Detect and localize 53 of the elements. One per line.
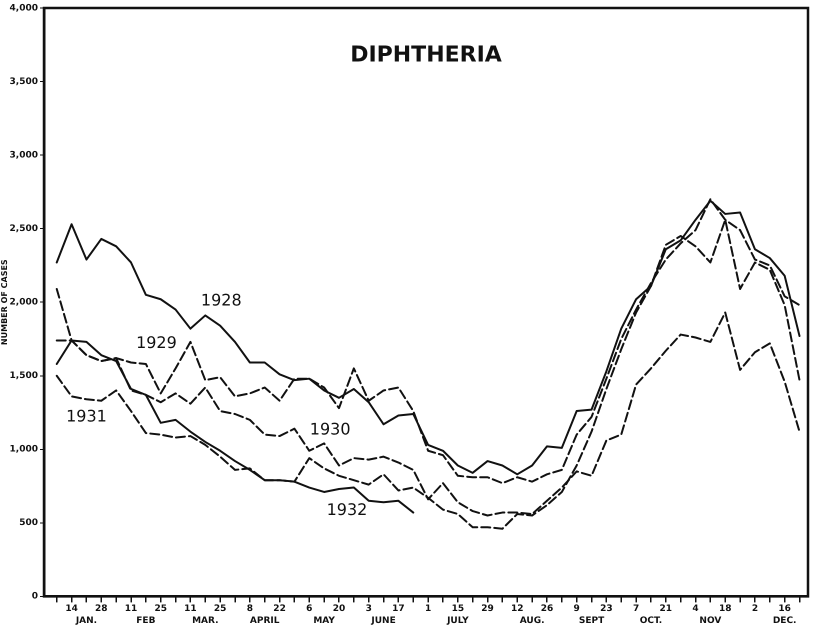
x-tick-label: 21 bbox=[660, 604, 672, 614]
y-tick-label: 2,000 bbox=[10, 298, 38, 308]
y-tick-label: 4,000 bbox=[10, 3, 38, 14]
x2-tick-label: AUG. bbox=[520, 616, 545, 626]
x-tick-label: 17 bbox=[392, 604, 405, 614]
x2-tick-label: JULY bbox=[446, 616, 470, 626]
x-tick-label: 22 bbox=[273, 604, 286, 614]
x-tick-label: 11 bbox=[124, 604, 138, 614]
y-tick-label: 1,500 bbox=[10, 371, 38, 382]
x-tick-label: 14 bbox=[65, 604, 78, 614]
x2-tick-label: DEC. bbox=[772, 616, 796, 626]
text: DIPHTHERIA bbox=[350, 42, 502, 68]
x-tick-label: 3 bbox=[366, 604, 372, 614]
series-label: 1930 bbox=[310, 420, 350, 439]
x-tick-label: 7 bbox=[632, 604, 640, 614]
y-tick-label: 2,500 bbox=[10, 224, 38, 234]
y-tick-label: 1,000 bbox=[10, 444, 38, 455]
x-tick-label: 16 bbox=[778, 604, 791, 614]
x-tick-label: 11 bbox=[184, 604, 197, 614]
x-tick-label: 28 bbox=[95, 604, 108, 614]
x-tick-label: 20 bbox=[332, 604, 346, 614]
x-tick-label: 2 bbox=[752, 604, 758, 614]
x2-tick-label: FEB bbox=[136, 616, 156, 626]
x-tick-label: 8 bbox=[246, 604, 253, 614]
y-tick-label: 3,500 bbox=[10, 76, 38, 87]
series-label: 1932 bbox=[326, 500, 368, 520]
x2-tick-label: MAR. bbox=[192, 616, 219, 626]
y-tick-label: 500 bbox=[19, 518, 38, 528]
x2-tick-label: JUNE bbox=[370, 616, 396, 626]
series-label: 1928 bbox=[200, 290, 242, 310]
series-label: 1931 bbox=[66, 406, 107, 426]
y-axis-title: NUMBER OF CASES bbox=[0, 259, 9, 346]
y-tick-label: 0 bbox=[32, 592, 38, 602]
x2-tick-label: SEPT bbox=[578, 616, 606, 626]
x-tick-label: 9 bbox=[574, 604, 580, 614]
x-tick-label: 25 bbox=[154, 604, 167, 614]
x2-tick-label: MAY bbox=[313, 616, 336, 626]
y-tick-label: 3,000 bbox=[10, 150, 38, 160]
x-tick-label: 1 bbox=[424, 604, 432, 614]
x2-tick-label: OCT. bbox=[640, 616, 662, 626]
x2-tick-label: APRIL bbox=[250, 616, 280, 626]
x2-tick-label: JAN. bbox=[74, 616, 98, 626]
x-tick-label: 23 bbox=[600, 604, 613, 614]
x-tick-label: 29 bbox=[481, 604, 494, 614]
x-tick-label: 12 bbox=[510, 604, 524, 614]
x-tick-label: 18 bbox=[718, 604, 732, 614]
x-tick-label: 6 bbox=[306, 604, 312, 614]
x-tick-label: 15 bbox=[452, 604, 464, 614]
x-tick-label: 25 bbox=[214, 604, 226, 614]
x2-tick-label: NOV bbox=[699, 616, 722, 626]
x-tick-label: 4 bbox=[692, 604, 699, 614]
series-label: 1929 bbox=[136, 333, 177, 352]
x-tick-label: 26 bbox=[540, 604, 554, 614]
